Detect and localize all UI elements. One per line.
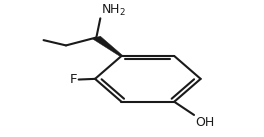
Text: F: F	[70, 73, 77, 86]
Polygon shape	[92, 36, 123, 56]
Text: OH: OH	[195, 116, 214, 129]
Text: NH$_2$: NH$_2$	[101, 3, 126, 18]
